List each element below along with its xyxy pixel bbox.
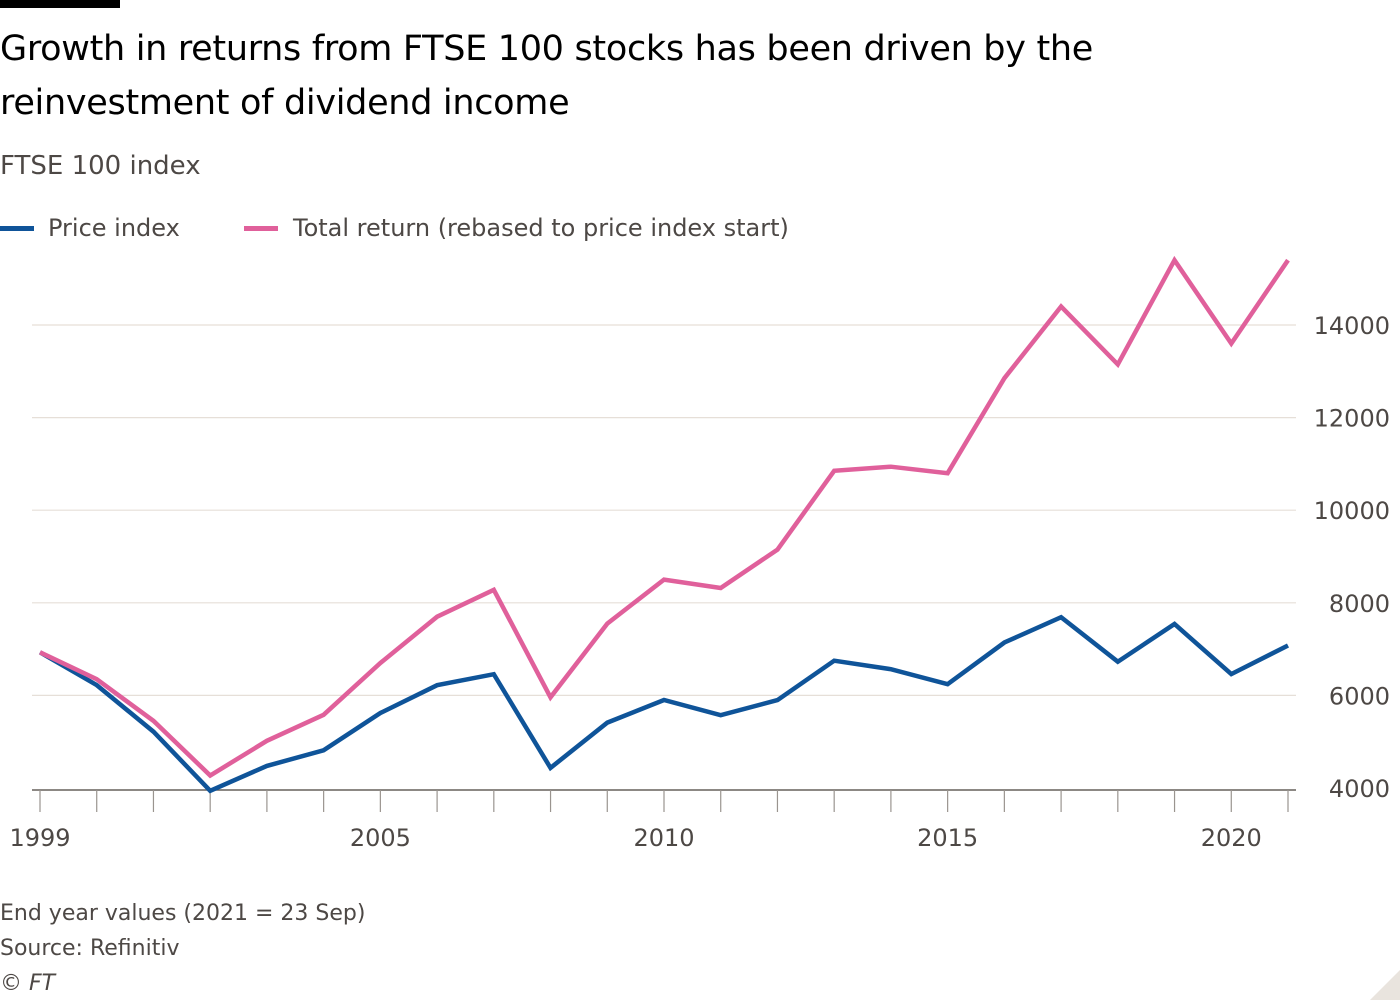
series-lines [38,255,1290,794]
legend-swatch-price-index [0,226,34,231]
x-tick-label-2010: 2010 [633,824,694,852]
y-tick-label-14000: 14000 [1314,312,1390,340]
x-tick-label-2005: 2005 [350,824,411,852]
gridlines [32,324,1296,696]
line-chart: 1999 2005 2010 2015 2020 4000 6000 8000 10000 12… [9,255,1390,852]
x-tick-label-2020: 2020 [1201,824,1262,852]
y-tick-label-8000: 8000 [1329,590,1390,618]
footer-note: End year values (2021 = 23 Sep) [0,901,366,926]
brand-top-bar [0,0,120,8]
y-tick-label-12000: 12000 [1314,405,1390,433]
y-tick-label-10000: 10000 [1314,497,1390,525]
y-axis-labels: 4000 6000 8000 10000 12000 14000 [1314,312,1390,803]
x-axis: 1999 2005 2010 2015 2020 [9,789,1296,852]
legend-label-price-index: Price index [48,214,180,242]
y-tick-label-4000: 4000 [1329,775,1390,803]
footer-source: Source: Refinitiv [0,936,180,961]
legend-label-total-return: Total return (rebased to price index sta… [293,214,789,242]
legend-swatch-total-return [244,226,278,231]
corner-fold-icon [1370,970,1400,1000]
chart-title: Growth in returns from FTSE 100 stocks h… [0,29,1093,123]
chart-subtitle: FTSE 100 index [0,151,201,181]
chart-footer: End year values (2021 = 23 Sep) Source: … [0,896,365,1001]
y-tick-label-6000: 6000 [1329,682,1390,710]
series-line-total-return [39,255,1290,779]
x-tick-label-1999: 1999 [9,824,70,852]
series-line-price-index [38,614,1290,794]
x-tick-label-2015: 2015 [917,824,978,852]
footer-copyright: © FT [0,971,56,996]
